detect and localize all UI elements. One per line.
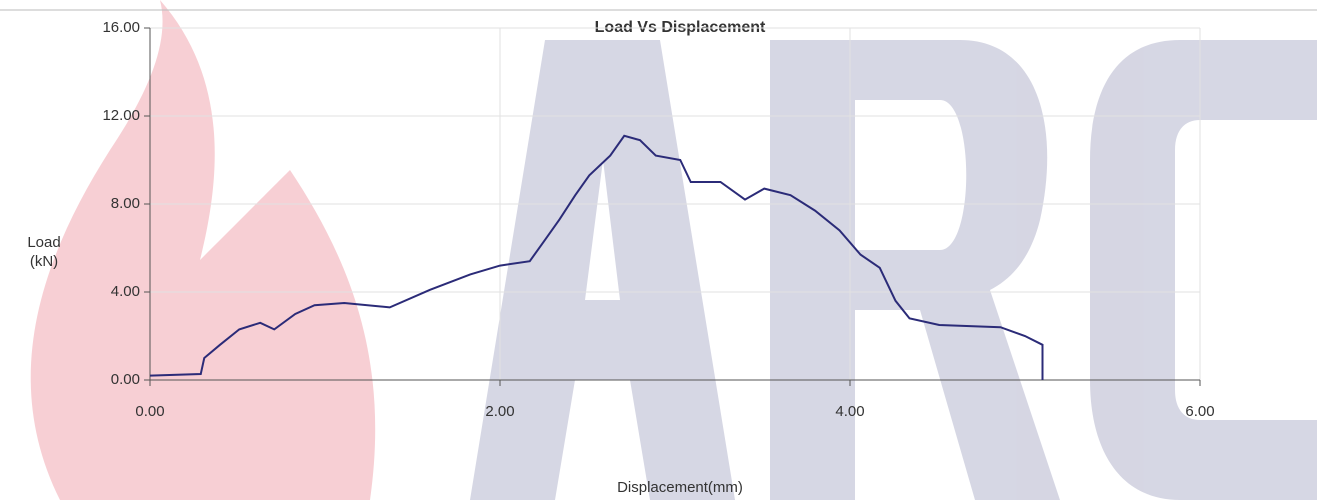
y-axis-label: (kN) (30, 253, 58, 270)
watermark-letter (1090, 40, 1317, 500)
x-tick-label: 2.00 (485, 403, 514, 420)
x-tick-label: 0.00 (135, 403, 164, 420)
x-tick-label: 4.00 (835, 403, 864, 420)
x-tick-label: 6.00 (1185, 403, 1214, 420)
watermark-flame (30, 0, 376, 500)
y-axis-label: Load (27, 234, 60, 251)
y-tick-label: 0.00 (111, 371, 140, 388)
x-axis-label: Displacement(mm) (617, 479, 743, 496)
y-tick-label: 8.00 (111, 195, 140, 212)
y-tick-label: 16.00 (102, 19, 140, 36)
watermark-letter (470, 40, 735, 500)
data-line (149, 134, 1044, 380)
watermark-letter (770, 40, 1060, 500)
y-tick-label: 12.00 (102, 107, 140, 124)
y-tick-label: 4.00 (111, 283, 140, 300)
watermark (30, 0, 1317, 500)
